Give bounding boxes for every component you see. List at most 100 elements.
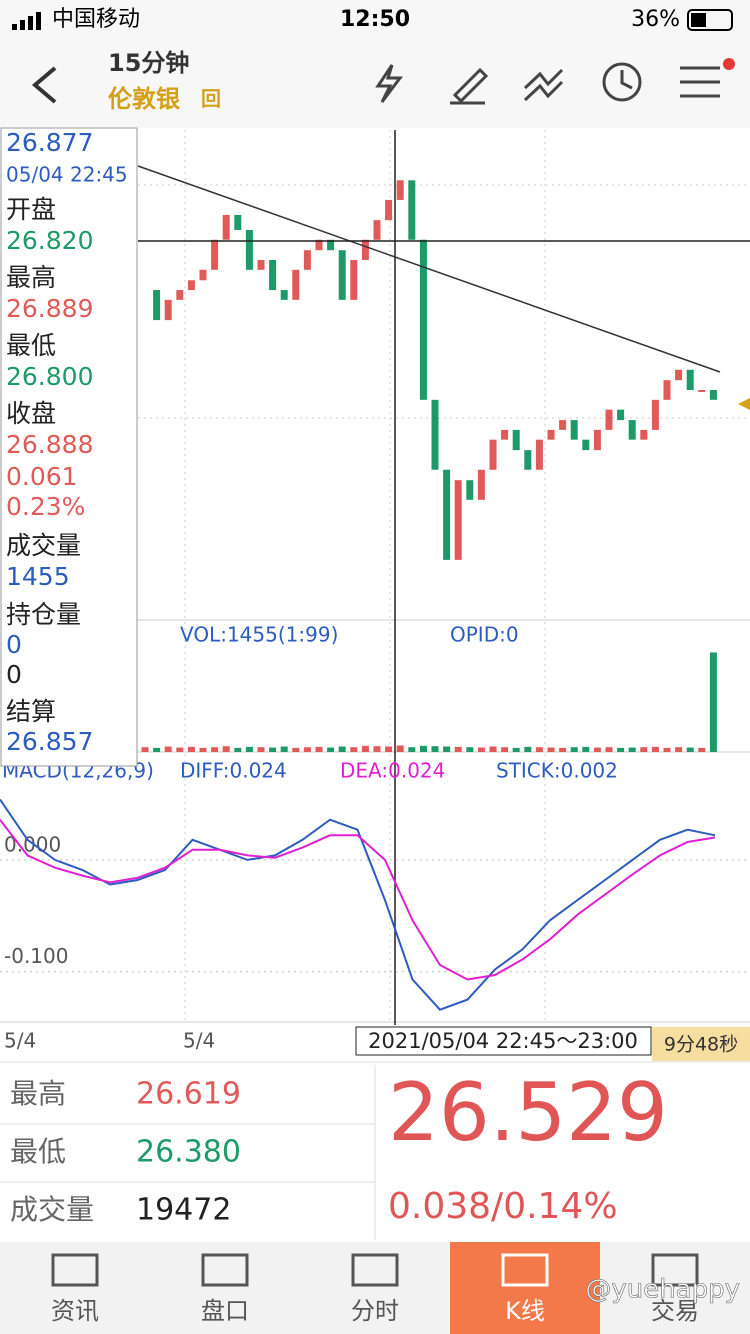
info-text: 1455 [6, 562, 70, 591]
volume-bar [396, 745, 404, 752]
carrier: 中国移动 [52, 7, 140, 32]
tab-label[interactable]: K线 [505, 1297, 545, 1325]
candle [709, 390, 717, 400]
price-pointer [738, 398, 750, 410]
candle [280, 290, 288, 300]
info-text: 26.820 [6, 226, 93, 255]
tab-icon [201, 1253, 249, 1287]
info-text: 收盘 [6, 399, 56, 428]
volume-bar [663, 747, 671, 752]
volume-bar [698, 747, 706, 752]
volume-bar [617, 747, 625, 752]
volume-bar [269, 747, 277, 752]
volume-bar [361, 745, 369, 752]
back-button[interactable] [31, 66, 57, 104]
volume-bar [535, 747, 543, 752]
candle [419, 239, 427, 400]
info-text: 26.857 [6, 727, 93, 756]
signal [12, 12, 41, 30]
volume-bar [582, 746, 590, 752]
candle [187, 280, 195, 291]
tab-icon [51, 1253, 99, 1287]
last-price: 26.529 [388, 1066, 668, 1159]
tab-label[interactable]: 资讯 [51, 1297, 99, 1325]
candle [454, 480, 462, 560]
volume-bar [547, 747, 555, 752]
candle [431, 399, 439, 470]
info-text: 0.23% [6, 492, 85, 521]
info-text: 最低 [6, 331, 56, 360]
volume-bar [141, 747, 149, 752]
trend-line [137, 165, 721, 373]
instrument[interactable]: 伦敦银 [108, 85, 181, 113]
candle [501, 429, 509, 440]
info-text: 0 [6, 630, 22, 659]
x-label: 5/4 [183, 1029, 215, 1053]
toolbar[interactable] [375, 62, 720, 105]
candle [675, 369, 683, 381]
candle [640, 429, 648, 440]
volume-bar [640, 747, 648, 752]
cursor-box [355, 1026, 652, 1056]
volume-bar [292, 747, 300, 752]
tab-icon [351, 1253, 399, 1287]
battery-level [691, 13, 706, 27]
badge: 回 [201, 87, 221, 111]
volume-bar [477, 747, 485, 752]
candle [373, 220, 381, 240]
candle [686, 369, 694, 391]
info-text: 最高 [6, 263, 56, 292]
tab-label[interactable]: 分时 [351, 1297, 399, 1325]
tab-label[interactable]: 盘口 [201, 1297, 249, 1325]
candle [535, 439, 543, 470]
volume-bar [501, 747, 509, 752]
volume-bar [315, 746, 323, 752]
candle [315, 239, 323, 251]
volume-bar [222, 746, 230, 752]
candle [443, 469, 451, 560]
candle [617, 409, 625, 421]
info-text: 开盘 [6, 195, 56, 224]
vol-label: VOL:1455(1:99) [180, 623, 338, 647]
volume-bar [570, 747, 578, 752]
volume-bar [245, 746, 253, 752]
candle [651, 399, 659, 430]
tab-label[interactable]: 交易 [651, 1297, 699, 1325]
countdown-box [652, 1027, 750, 1061]
active-tab [450, 1242, 600, 1334]
candle [245, 229, 253, 270]
volume-bar [489, 746, 497, 752]
info-text: 持仓量 [6, 600, 81, 629]
info-text: 结算 [6, 697, 56, 726]
volume-bar [466, 747, 474, 752]
candle [698, 390, 706, 393]
battery-pct: 36% [631, 7, 680, 32]
volume-bar [373, 746, 381, 752]
candle [234, 214, 242, 230]
period[interactable]: 15分钟 [108, 49, 189, 77]
candle [570, 420, 578, 440]
chart: VOL:1455(1:99) OPID:00.000-0.100MACD(12,2… [0, 127, 750, 1061]
volume-bar [350, 747, 358, 752]
stat-value: 26.619 [136, 1077, 241, 1112]
candle [605, 409, 613, 430]
volume-bar [327, 747, 335, 752]
candle [338, 250, 346, 300]
candle [408, 180, 416, 240]
volume-bar [709, 652, 717, 752]
candle [257, 260, 265, 270]
stat-label: 最高 [10, 1077, 66, 1110]
candle [361, 239, 369, 261]
watermark: @yuehappy [585, 1275, 740, 1305]
candle [559, 420, 567, 430]
candle [512, 429, 520, 451]
volume-bar [675, 747, 683, 752]
info-text: 05/04 22:45 [6, 163, 128, 187]
candle [466, 480, 474, 500]
info-panel [0, 127, 138, 767]
candle [593, 429, 601, 451]
candle [350, 260, 358, 300]
volume-bar [257, 747, 265, 752]
battery [687, 9, 733, 31]
